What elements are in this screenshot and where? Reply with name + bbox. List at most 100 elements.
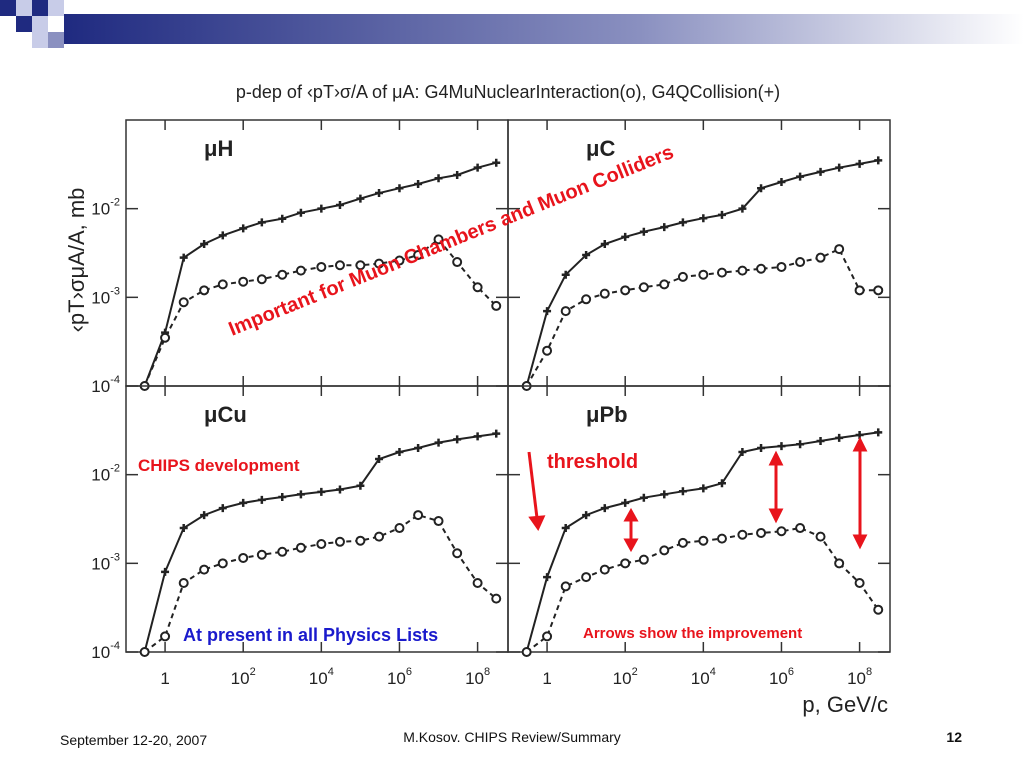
plus-marker [218,504,227,513]
circle-marker [355,535,366,546]
improvement-arrows [527,436,868,553]
plus-marker [874,428,883,437]
plus-marker [278,214,287,223]
y-tick-label-exp: -2 [110,463,120,475]
plus-marker [179,524,188,533]
plus-marker [816,167,825,176]
plus-marker [796,172,805,181]
annotation: CHIPS development [138,456,300,475]
circle-marker [737,265,748,276]
circle-marker [238,276,249,287]
circle-marker [277,546,288,557]
x-tick-label: 1 [542,669,551,688]
plus-marker [777,177,786,186]
series-line [525,247,879,387]
plus-marker [582,511,591,520]
plus-marker [335,200,344,209]
plus-marker [757,184,766,193]
plus-marker [816,436,825,445]
circle-marker [238,552,249,563]
circle-marker [160,631,171,642]
circle-marker [599,288,610,299]
plus-marker [414,179,423,188]
circle-marker [620,285,631,296]
circle-marker [334,536,345,547]
circle-marker [542,345,553,356]
circle-marker [677,537,688,548]
circle-marker [815,531,826,542]
plus-marker [492,429,501,438]
circle-marker [217,279,228,290]
circle-marker [581,572,592,583]
circle-marker [776,526,787,537]
circle-marker [854,578,865,589]
x-tick-label: 1 [160,669,169,688]
plus-marker [582,251,591,260]
x-tick-label-base: 10 [387,669,406,688]
circle-marker [277,269,288,280]
x-tick-label: 104 [691,666,716,688]
circle-marker [716,267,727,278]
circle-marker [795,523,806,534]
header-decoration [0,0,1024,48]
circle-marker [581,294,592,305]
page-number: 12 [946,729,962,745]
circle-marker [638,554,649,565]
panel-label: μCu [204,402,247,427]
circle-marker [756,527,767,538]
circle-marker [659,279,670,290]
circle-marker [199,285,210,296]
x-tick-label: 108 [465,666,490,688]
circle-marker [160,332,171,343]
plus-marker [777,442,786,451]
plus-marker [678,218,687,227]
plus-marker [796,440,805,449]
circle-marker [873,604,884,615]
plus-marker [639,227,648,236]
circle-marker [295,265,306,276]
circle-marker [452,257,463,268]
circle-marker [560,581,571,592]
plus-marker [257,218,266,227]
plus-marker [543,307,552,316]
x-tick-label-base: 10 [309,669,328,688]
y-tick-label-exp: -3 [110,551,120,563]
plus-marker [639,493,648,502]
circle-marker [256,549,267,560]
circle-marker [178,578,189,589]
x-tick-label-base: 10 [847,669,866,688]
plus-marker [561,270,570,279]
plus-marker [600,504,609,513]
circle-marker [374,258,385,269]
plus-marker [473,432,482,441]
circle-marker [413,250,424,261]
plus-marker [296,208,305,217]
panel-frame [125,385,509,653]
circle-marker [677,271,688,282]
circle-marker [433,516,444,527]
circle-marker [374,531,385,542]
plus-marker [375,455,384,464]
plus-marker [356,194,365,203]
plus-marker [395,448,404,457]
plus-marker [621,498,630,507]
plus-marker [317,204,326,213]
circle-marker [178,297,189,308]
circle-marker [394,255,405,266]
panel-frame [507,385,891,653]
y-tick-label-exp: -4 [110,640,120,652]
plus-marker [621,232,630,241]
circle-marker [737,529,748,540]
series-line [143,161,497,387]
y-tick-label-base: 10 [91,200,110,219]
circle-marker [599,564,610,575]
plus-marker [678,487,687,496]
x-tick-label-exp: 4 [328,666,334,678]
y-tick-label-base: 10 [91,288,110,307]
x-tick-label-exp: 6 [406,666,412,678]
circle-marker [139,647,150,657]
circle-marker [433,234,444,245]
footer-text: M.Kosov. CHIPS Review/Summary [403,729,621,745]
circle-marker [256,274,267,285]
